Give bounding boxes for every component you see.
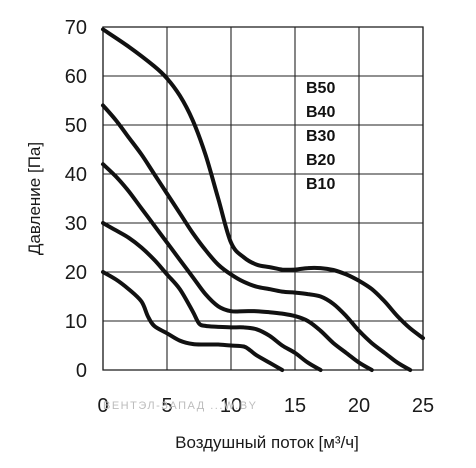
series-line-b40 bbox=[101, 103, 413, 372]
series-line-b20 bbox=[101, 221, 323, 372]
legend-entry-b50: B50 bbox=[306, 80, 335, 97]
x-tick-label: 20 bbox=[348, 395, 370, 417]
y-tick-label: 0 bbox=[76, 360, 87, 382]
legend-entry-b10: B10 bbox=[306, 176, 335, 193]
x-tick-label: 5 bbox=[161, 395, 172, 417]
y-tick-label: 10 bbox=[65, 311, 87, 333]
series-line-b30 bbox=[101, 162, 374, 372]
legend-entry-b30: B30 bbox=[306, 128, 335, 145]
series-line-b50 bbox=[101, 27, 425, 341]
y-tick-label: 40 bbox=[65, 164, 87, 186]
x-axis-label: Воздушный поток [м³/ч] bbox=[175, 433, 359, 452]
legend-entry-b20: B20 bbox=[306, 152, 335, 169]
y-tick-label: 20 bbox=[65, 262, 87, 284]
watermark-text: ВЕНТЭЛ-ЗАПАД ...W.BY bbox=[103, 400, 257, 412]
plot-frame bbox=[102, 26, 424, 371]
y-axis-label: Давление [Па] bbox=[25, 142, 44, 255]
x-tick-label: 15 bbox=[284, 395, 306, 417]
x-tick-label: 25 bbox=[412, 395, 434, 417]
series-line-b10 bbox=[101, 270, 285, 372]
series-curves bbox=[101, 27, 425, 372]
x-tick-label: 10 bbox=[220, 395, 242, 417]
legend-entry-b40: B40 bbox=[306, 104, 335, 121]
y-tick-label: 50 bbox=[65, 115, 87, 137]
legend: B50 B40 B30 B20 B10 bbox=[306, 80, 335, 193]
y-tick-label: 70 bbox=[65, 17, 87, 39]
y-tick-label: 60 bbox=[65, 66, 87, 88]
x-tick-label: 0 bbox=[97, 395, 108, 417]
y-tick-label: 30 bbox=[65, 213, 87, 235]
x-tick-labels: 0 5 10 15 20 25 bbox=[97, 395, 434, 417]
y-tick-labels: 0 10 20 30 40 50 60 70 bbox=[65, 17, 87, 382]
